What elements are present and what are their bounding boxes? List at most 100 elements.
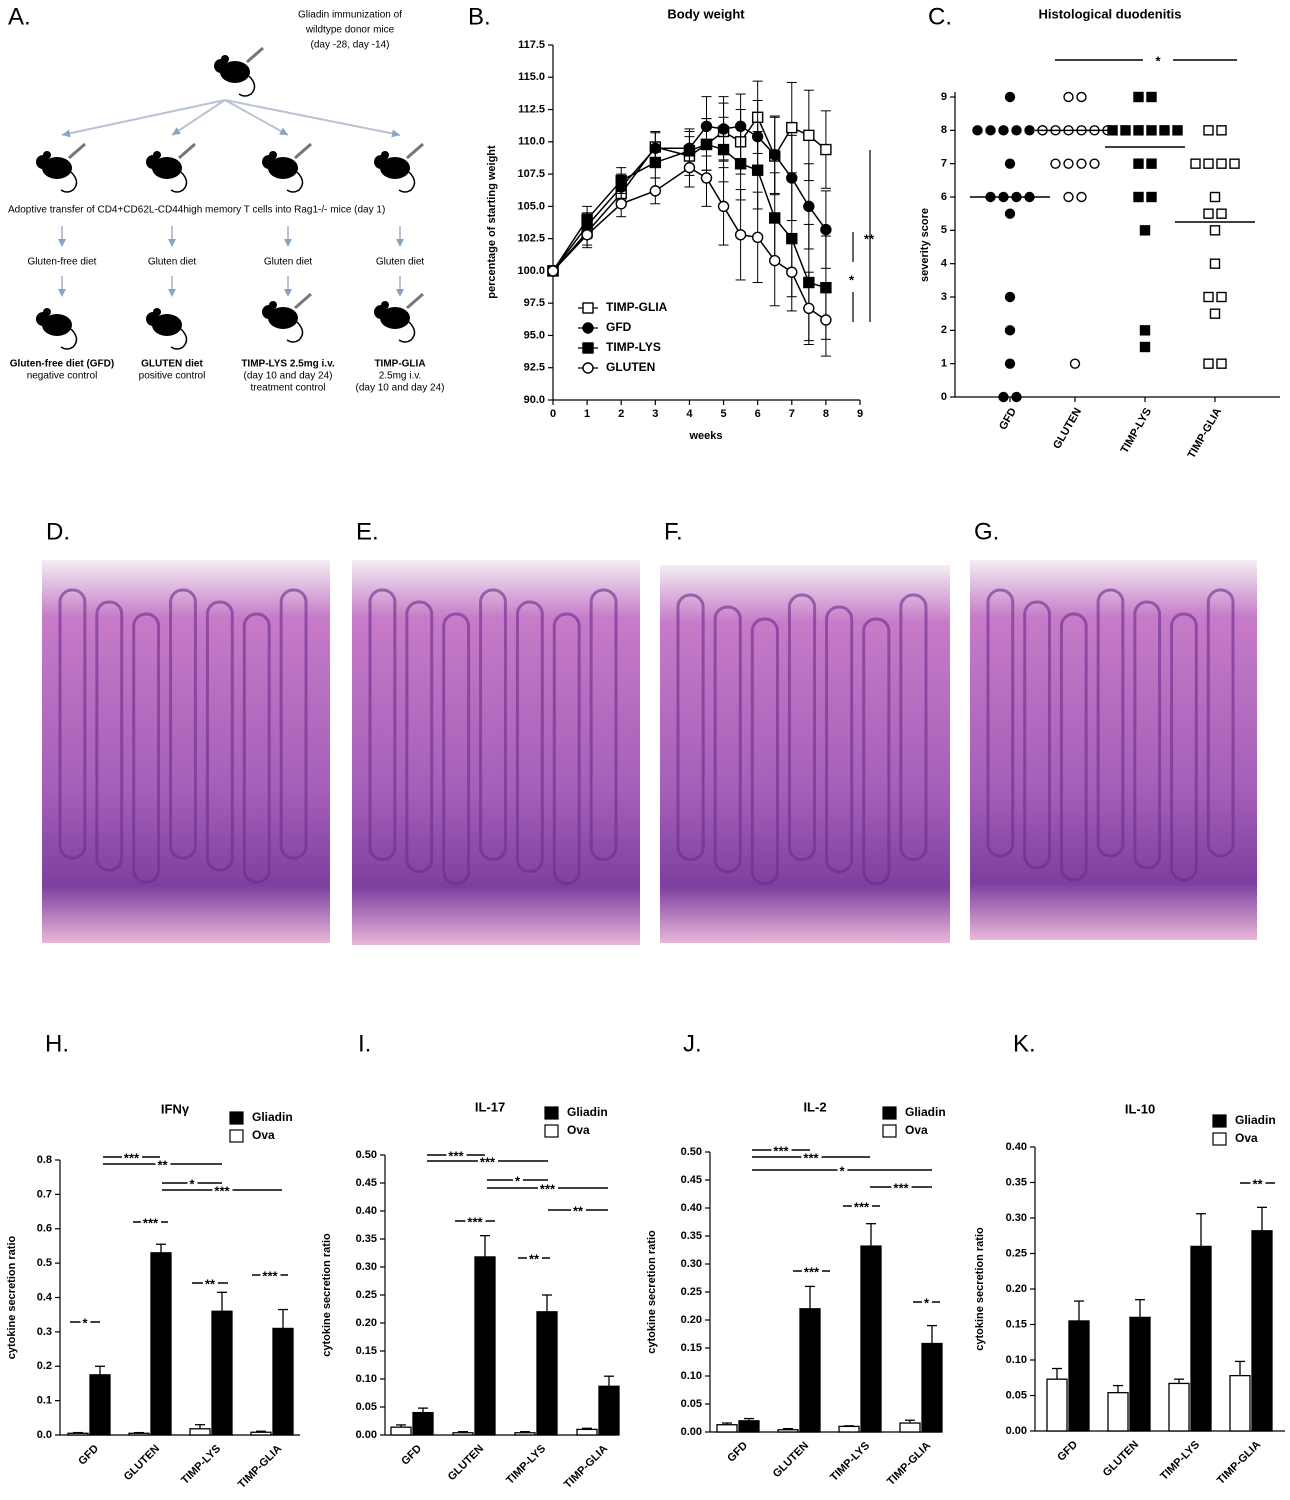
data-point	[1004, 291, 1016, 303]
y-tick-label: 90.0	[524, 394, 545, 406]
data-point	[751, 164, 764, 176]
data-point	[1209, 225, 1221, 236]
arrow	[61, 99, 226, 136]
panel-label: A.	[8, 3, 31, 30]
data-point	[1146, 125, 1157, 136]
panel-label: F.	[664, 518, 683, 545]
data-point	[1107, 125, 1118, 136]
data-point	[649, 156, 662, 169]
arrow-head	[168, 239, 176, 247]
y-tick-label: 0.50	[681, 1146, 702, 1158]
x-tick-label: 3	[652, 408, 658, 420]
data-point	[615, 174, 627, 187]
y-tick-label: 0.05	[1006, 1389, 1027, 1401]
data-point	[820, 223, 832, 236]
data-point	[769, 149, 781, 161]
villus	[132, 612, 161, 884]
legend-label: Gliadin	[252, 1110, 293, 1124]
syringe	[68, 142, 86, 160]
data-point	[649, 185, 662, 197]
bar	[860, 1245, 882, 1433]
arrow-head	[58, 239, 66, 247]
y-tick-label: 7	[941, 158, 947, 170]
x-tick-label: 0	[550, 408, 556, 420]
bar	[452, 1432, 474, 1436]
y-tick-label: 107.5	[517, 168, 545, 180]
bar	[189, 1428, 211, 1436]
data-point	[683, 161, 696, 174]
diagram-text: (day -28, day -14)	[311, 40, 390, 51]
y-tick-label: 0.35	[1006, 1176, 1027, 1188]
villus	[1133, 600, 1162, 870]
significance-label: ***	[893, 1180, 909, 1195]
panel-label: B.	[468, 3, 491, 30]
data-point	[1133, 191, 1144, 203]
y-tick-label: 0.6	[37, 1223, 52, 1235]
y-tick-label: 0.0	[37, 1429, 52, 1441]
bar	[1229, 1374, 1251, 1432]
y-tick-label: 0.05	[681, 1398, 702, 1410]
mouse-ear	[269, 151, 277, 159]
mouse-tail	[238, 75, 256, 97]
data-point	[1203, 158, 1214, 169]
bar	[716, 1424, 738, 1433]
bar	[412, 1411, 434, 1436]
y-tick-label: 0.45	[356, 1177, 377, 1189]
y-tick-label: 1	[941, 358, 947, 370]
data-point	[734, 158, 747, 170]
significance-label: ***	[803, 1150, 819, 1165]
bar	[576, 1428, 598, 1436]
data-point	[1203, 208, 1214, 219]
mouse-ear	[153, 308, 161, 316]
y-tick-label: 100.0	[517, 265, 545, 277]
bar	[128, 1432, 150, 1436]
mouse-ear	[269, 301, 277, 309]
arrow-head	[168, 289, 176, 297]
mouse-tail	[60, 328, 78, 350]
data-point	[1139, 341, 1151, 353]
data-point	[1120, 125, 1131, 136]
mouse-tail	[398, 171, 416, 193]
bar	[250, 1431, 272, 1436]
y-tick-label: 0.00	[1006, 1425, 1027, 1437]
villus	[515, 600, 544, 873]
label-background	[80, 1319, 91, 1325]
data-point	[1146, 91, 1157, 103]
mouse-tail	[398, 321, 416, 343]
significance-label: ***	[124, 1150, 140, 1165]
label-background	[187, 1180, 198, 1186]
y-tick-label: 0	[941, 391, 947, 403]
bar	[211, 1310, 233, 1436]
significance-label: *	[1155, 53, 1161, 68]
significance-label: *	[924, 1295, 930, 1310]
data-point	[1076, 91, 1087, 103]
significance-label: ***	[467, 1214, 483, 1229]
villus	[899, 593, 928, 862]
x-tick-label: 5	[720, 408, 726, 420]
y-tick-label: 0.15	[681, 1342, 702, 1354]
y-tick-label: 0.40	[356, 1205, 377, 1217]
y-tick-label: 5	[941, 224, 947, 236]
data-point	[1133, 158, 1144, 169]
panel-label: E.	[356, 518, 379, 545]
legend-label: Gliadin	[905, 1105, 946, 1119]
data-point	[1133, 91, 1144, 103]
bar	[536, 1311, 558, 1436]
data-point	[786, 121, 798, 134]
data-point	[1216, 158, 1227, 169]
data-point	[1216, 291, 1227, 303]
villus	[1206, 588, 1235, 858]
villus	[368, 588, 397, 861]
chart-title: Histological duodenitis	[1038, 6, 1181, 21]
y-tick-label: 0.00	[681, 1426, 702, 1438]
data-point	[1063, 91, 1074, 103]
y-tick-label: 0.25	[681, 1286, 702, 1298]
y-axis-label: percentage of starting weight	[486, 145, 498, 299]
significance-label: **	[864, 231, 875, 246]
y-tick-label: 97.5	[524, 297, 545, 309]
data-point	[581, 229, 593, 241]
data-point	[1216, 208, 1227, 219]
arrow-head	[172, 127, 181, 135]
data-point	[1139, 225, 1151, 236]
diet-label: Gluten diet	[148, 257, 197, 268]
